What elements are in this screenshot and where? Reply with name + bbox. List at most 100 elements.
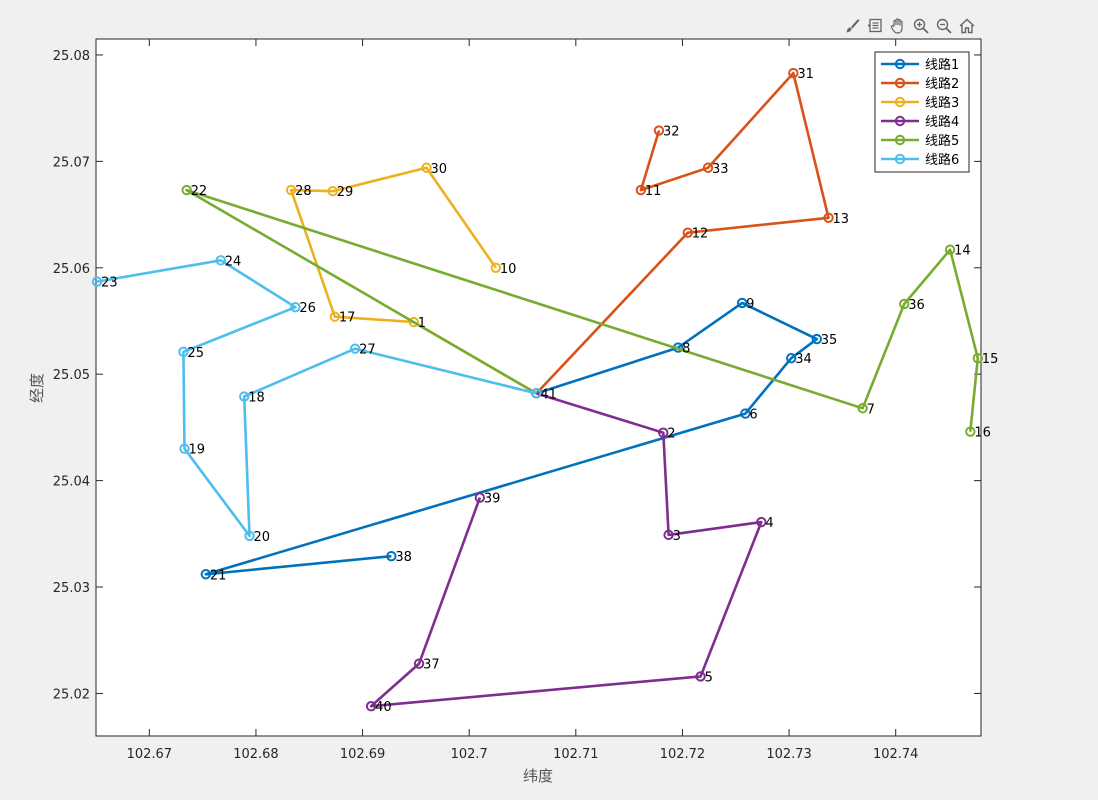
data-point-label: 34 xyxy=(795,352,812,367)
zoom-in-icon[interactable] xyxy=(911,16,931,36)
data-point-marker xyxy=(386,550,397,562)
data-point-label: 16 xyxy=(974,426,991,441)
data-point-marker xyxy=(200,569,212,580)
data-point-marker xyxy=(972,353,984,364)
data-point-label: 25 xyxy=(187,346,204,361)
legend-item: 线路6 xyxy=(881,152,959,168)
data-tips-icon[interactable] xyxy=(865,16,885,36)
data-point-label: 36 xyxy=(908,298,925,313)
legend-label: 线路1 xyxy=(925,57,959,73)
legend-item: 线路2 xyxy=(881,76,959,92)
legend-label: 线路6 xyxy=(925,152,959,168)
data-point-marker xyxy=(413,658,425,669)
data-point-label: 17 xyxy=(339,311,356,326)
legend-label: 线路4 xyxy=(925,114,959,130)
data-point-label: 11 xyxy=(645,184,662,199)
data-point-label: 33 xyxy=(712,162,729,177)
data-point-label: 31 xyxy=(797,67,814,82)
data-point-label: 10 xyxy=(500,262,517,277)
x-tick-label: 102.72 xyxy=(660,747,706,762)
data-point-label: 12 xyxy=(692,227,709,242)
data-point-label: 13 xyxy=(833,212,850,227)
y-tick-label: 25.05 xyxy=(53,368,90,383)
data-point-label: 2 xyxy=(667,427,675,442)
data-point-label: 6 xyxy=(749,408,757,423)
x-tick-label: 102.74 xyxy=(873,747,919,762)
data-point-marker xyxy=(695,671,706,682)
data-point-marker xyxy=(365,701,377,712)
data-point-marker xyxy=(327,185,338,197)
data-point-marker xyxy=(531,388,542,399)
pan-hand-icon[interactable] xyxy=(888,16,908,36)
series-line xyxy=(96,258,537,538)
data-point-marker xyxy=(421,162,432,173)
data-point-marker xyxy=(788,67,799,79)
series-line xyxy=(204,301,819,576)
series-line xyxy=(535,71,830,395)
legend-item: 线路5 xyxy=(881,133,959,149)
y-tick-label: 25.07 xyxy=(53,155,90,170)
data-point-label: 22 xyxy=(191,184,208,199)
series-layer xyxy=(91,67,984,712)
data-point-marker xyxy=(736,297,748,309)
data-point-marker xyxy=(91,276,103,287)
x-axis-label: 纬度 xyxy=(523,767,553,785)
legend-label: 线路2 xyxy=(925,76,959,92)
data-point-marker xyxy=(181,184,192,196)
data-point-marker xyxy=(635,184,647,196)
axes-background xyxy=(95,38,982,737)
x-tick-label: 102.67 xyxy=(127,747,173,762)
legend-item: 线路1 xyxy=(881,57,959,73)
data-point-marker xyxy=(490,262,502,273)
y-tick-label: 25.04 xyxy=(53,475,90,490)
data-point-marker xyxy=(178,346,189,358)
data-point-label: 32 xyxy=(663,125,680,140)
data-point-label: 38 xyxy=(395,550,412,565)
data-point-marker xyxy=(285,184,297,196)
data-point-marker xyxy=(740,408,751,419)
series-route-6 xyxy=(91,255,542,542)
data-point-label: 41 xyxy=(540,387,557,402)
legend-swatch-marker xyxy=(894,134,906,146)
series-route-2 xyxy=(531,67,834,399)
home-icon[interactable] xyxy=(957,16,977,36)
legend-label: 线路5 xyxy=(925,133,959,149)
series-route-4 xyxy=(365,388,767,712)
data-point-marker xyxy=(244,530,255,542)
y-tick-label: 25.08 xyxy=(53,49,90,64)
series-line xyxy=(185,188,980,432)
data-point-marker xyxy=(756,516,767,528)
data-point-label: 29 xyxy=(337,185,354,200)
zoom-out-icon[interactable] xyxy=(934,16,954,36)
data-point-marker xyxy=(811,333,822,345)
data-point-marker xyxy=(663,529,674,541)
y-axis-ticks: 25.02 25.03 25.04 25.05 25.06 25.07 25.08 xyxy=(53,49,981,702)
legend-item: 线路4 xyxy=(881,114,959,130)
data-point-label: 26 xyxy=(299,301,316,316)
legend-swatch-marker xyxy=(894,115,906,127)
data-point-marker xyxy=(899,298,910,310)
legend-item: 线路3 xyxy=(881,95,959,111)
data-point-label: 20 xyxy=(254,530,271,545)
data-point-marker xyxy=(329,311,341,322)
x-tick-label: 102.69 xyxy=(340,747,386,762)
data-point-label: 15 xyxy=(982,352,999,367)
data-point-label: 18 xyxy=(248,391,265,406)
brush-icon[interactable] xyxy=(842,16,862,36)
x-tick-label: 102.68 xyxy=(233,747,279,762)
data-point-label: 21 xyxy=(210,568,227,583)
data-point-marker xyxy=(653,125,665,136)
data-point-label: 7 xyxy=(867,402,875,417)
data-point-marker xyxy=(857,403,868,414)
data-point-label: 1 xyxy=(418,316,426,331)
legend-box xyxy=(874,51,970,173)
figure-toolbar xyxy=(842,14,977,38)
data-point-label: 30 xyxy=(431,162,448,177)
series-line xyxy=(369,392,763,708)
x-axis-ticks: 102.67 102.68 102.69 102.7 102.71 102.72 102.7… xyxy=(127,39,919,762)
data-point-marker xyxy=(408,316,419,328)
data-point-marker xyxy=(658,427,669,438)
y-tick-label: 25.03 xyxy=(53,581,90,596)
